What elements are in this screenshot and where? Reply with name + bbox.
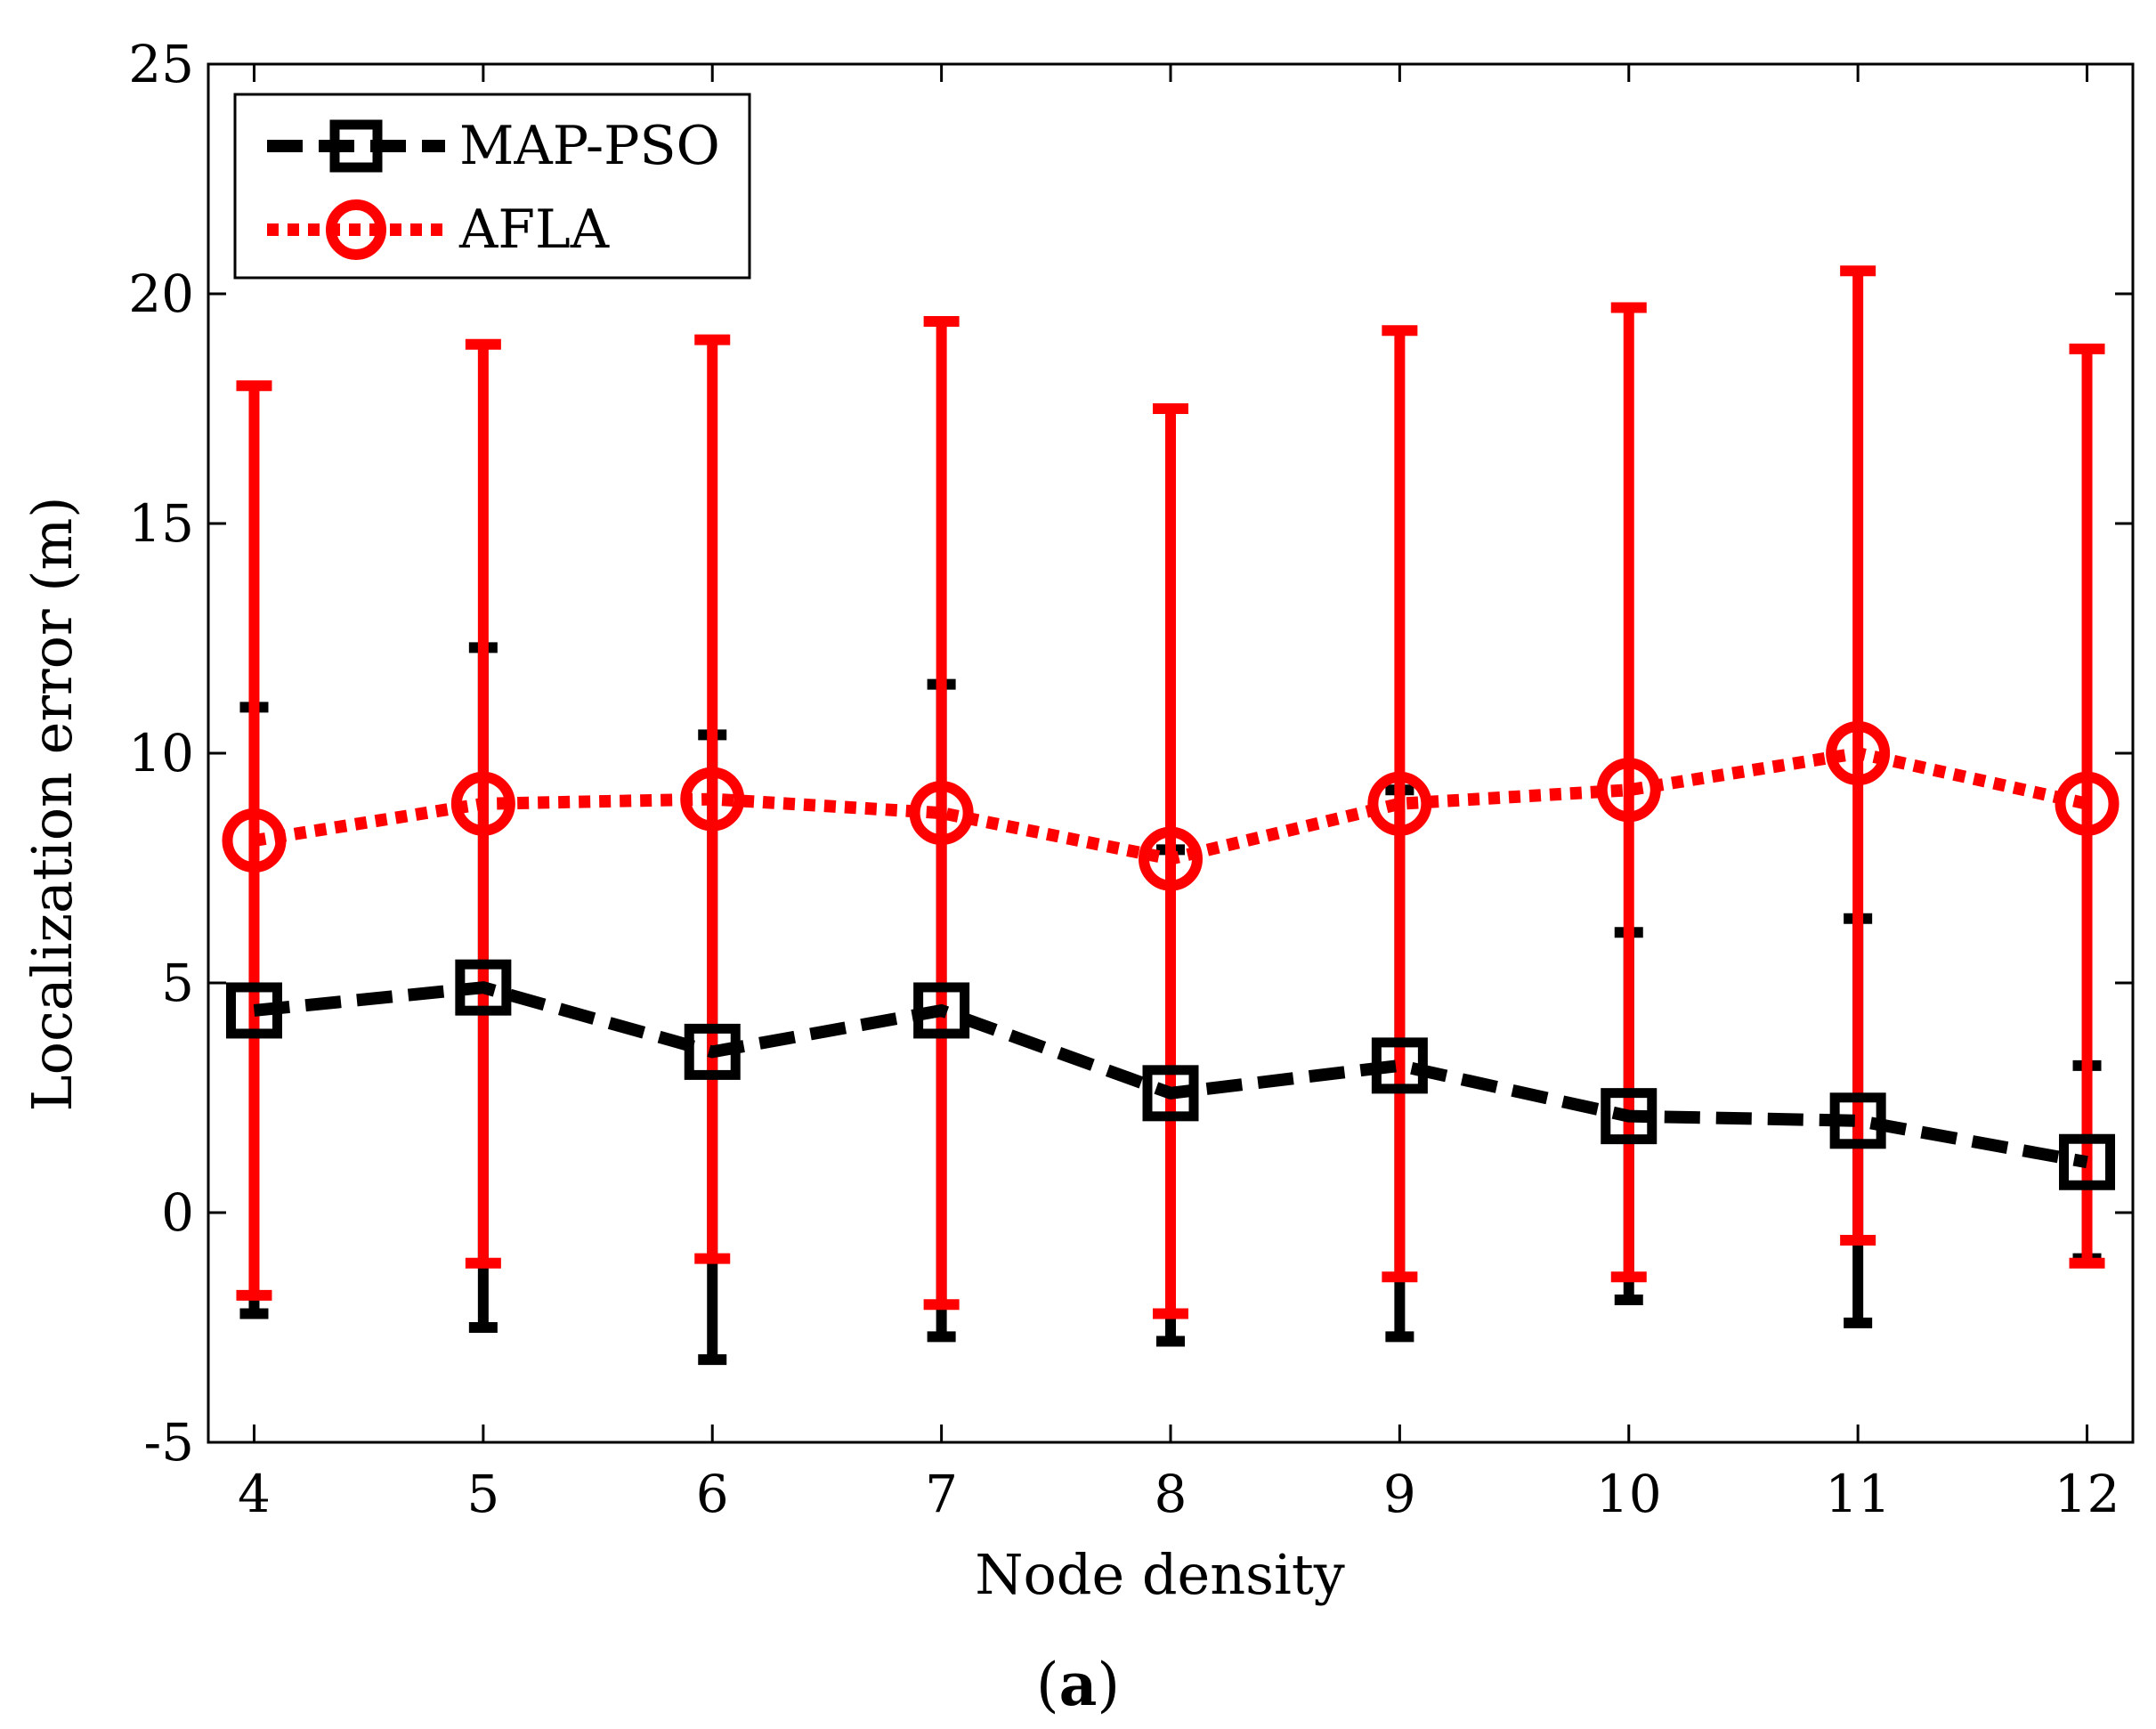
- legend: MAP-PSO AFLA: [233, 93, 751, 280]
- data-point-afla: [2055, 771, 2120, 836]
- legend-label-afla: AFLA: [458, 199, 610, 261]
- data-point-map-pso: [1142, 1065, 1199, 1122]
- data-point-map-pso: [2059, 1133, 2116, 1190]
- caption-close: ): [1097, 1651, 1120, 1719]
- data-point-afla: [1139, 826, 1203, 891]
- x-tick-label: 11: [1825, 1464, 1891, 1524]
- caption-open: (: [1036, 1651, 1059, 1719]
- data-point-map-pso: [684, 1023, 741, 1080]
- data-point-afla: [1826, 721, 1891, 785]
- series-line-afla: [253, 747, 2089, 865]
- y-tick-label: 15: [128, 493, 194, 554]
- x-tick-label: 7: [925, 1464, 958, 1524]
- x-axis-title: Node density: [975, 1542, 1345, 1607]
- series-line-map-pso: [253, 981, 2088, 1169]
- legend-marker-map-pso: [329, 119, 383, 173]
- error-bar-afla: [236, 380, 272, 1301]
- y-tick-label: 10: [128, 723, 194, 783]
- y-tick-label: 0: [161, 1182, 194, 1243]
- data-point-afla: [680, 767, 745, 832]
- y-tick-label: 25: [128, 34, 194, 94]
- data-point-afla: [909, 781, 974, 846]
- data-point-afla: [1596, 758, 1661, 823]
- y-tick-label: 20: [128, 264, 194, 324]
- axes: 4 5 6 7 8 9 10 11 12 -5 0 5 10 15 20 25: [128, 34, 2135, 1524]
- y-tick-label: -5: [144, 1412, 195, 1473]
- data-point-map-pso: [1829, 1092, 1886, 1149]
- error-bar-afla: [2069, 343, 2105, 1269]
- data-point-afla: [1367, 771, 1432, 836]
- error-bars: [236, 265, 2105, 1366]
- data-point-map-pso: [225, 982, 282, 1039]
- y-tick-label: 5: [161, 953, 194, 1013]
- error-bar-afla: [1382, 325, 1418, 1283]
- x-tick-label: 12: [2055, 1464, 2120, 1524]
- x-tick-label: 8: [1155, 1464, 1187, 1524]
- x-tick-label: 4: [238, 1464, 271, 1524]
- x-tick-label: 6: [696, 1464, 729, 1524]
- data-point-afla: [450, 771, 515, 836]
- data-point-map-pso: [913, 982, 970, 1039]
- series-lines: [253, 747, 2089, 1169]
- x-tick-label: 5: [466, 1464, 499, 1524]
- caption-letter: a: [1059, 1650, 1098, 1719]
- data-point-map-pso: [1601, 1088, 1658, 1145]
- figure-caption: (a): [1036, 1650, 1120, 1719]
- x-tick-label: 10: [1596, 1464, 1662, 1524]
- legend-marker-afla: [326, 199, 386, 260]
- error-bar-afla: [923, 315, 960, 1311]
- legend-label-map-pso: MAP-PSO: [459, 115, 720, 177]
- x-tick-label: 9: [1383, 1464, 1416, 1524]
- series-markers: [222, 721, 2120, 1190]
- y-axis-title: Localization error (m): [20, 497, 85, 1112]
- data-point-map-pso: [455, 959, 512, 1016]
- data-point-afla: [222, 808, 287, 873]
- legend-box: [233, 93, 751, 280]
- data-point-map-pso: [1371, 1037, 1428, 1094]
